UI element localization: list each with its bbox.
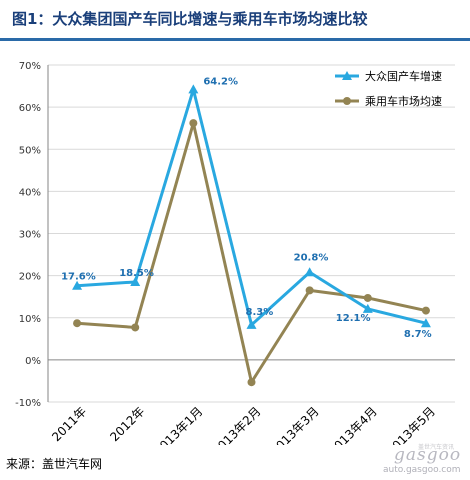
circle-marker <box>131 323 140 332</box>
triangle-marker <box>420 318 431 328</box>
y-tick-label: 60% <box>19 103 41 114</box>
data-label: 17.6% <box>61 272 96 283</box>
series-lines <box>72 84 431 387</box>
data-label: 8.3% <box>246 307 274 318</box>
legend-label: 乘用车市场均速 <box>365 94 442 108</box>
y-tick-label: 0% <box>25 356 41 367</box>
y-tick-label: 10% <box>19 314 41 325</box>
triangle-marker <box>362 303 373 313</box>
legend-label: 大众国产车增速 <box>365 69 442 83</box>
data-labels: 17.6% 18.5% 64.2% 8.3% 20.8% 12.1% 8.7% <box>61 76 432 340</box>
data-label: 20.8% <box>294 252 329 263</box>
y-tick-label: -10% <box>15 398 41 409</box>
circle-marker <box>305 286 314 295</box>
x-tick-label: 2013年2月 <box>210 404 264 445</box>
watermark-url: auto.gasgoo.com <box>383 465 461 475</box>
series-vw-growth-line <box>76 87 427 327</box>
x-tick-label: 2013年4月 <box>326 404 380 445</box>
triangle-marker <box>304 267 315 277</box>
title-bar: 图1：大众集团国产车同比增速与乘用车市场均速比较 <box>0 0 470 41</box>
circle-marker <box>421 306 430 315</box>
triangle-marker <box>246 319 257 329</box>
series-market-avg-line <box>76 121 427 384</box>
y-axis-ticks: -10% 0% 10% 20% 30% 40% 50% 60% 70% <box>15 61 41 409</box>
triangle-marker <box>188 84 199 94</box>
y-tick-label: 70% <box>19 61 41 72</box>
legend-triangle-marker <box>342 71 352 80</box>
chart-title: 图1：大众集团国产车同比增速与乘用车市场均速比较 <box>12 10 368 28</box>
source-note: 来源：盖世汽车网 <box>6 457 103 471</box>
data-label: 8.7% <box>404 329 432 340</box>
circle-marker <box>189 119 198 128</box>
data-label: 64.2% <box>203 76 238 87</box>
y-tick-label: 20% <box>19 272 41 283</box>
y-tick-label: 40% <box>19 187 41 198</box>
circle-marker <box>73 319 82 328</box>
y-tick-label: 50% <box>19 145 41 156</box>
legend-circle-marker <box>343 97 351 105</box>
triangle-marker <box>130 276 141 286</box>
y-tick-label: 30% <box>19 230 41 241</box>
watermark-cn: 盖世汽车资讯 <box>418 444 455 451</box>
triangle-marker <box>72 280 83 290</box>
watermark: 盖世汽车资讯 gasgoo auto.gasgoo.com <box>380 444 465 475</box>
x-tick-label: 2012年 <box>107 404 147 444</box>
grid-lines <box>47 64 455 403</box>
line-chart: -10%0%10%20%30%40%50%60%70% 2011年 2012年 20… <box>15 61 455 445</box>
x-tick-label: 2011年 <box>49 404 89 444</box>
x-tick-label: 2013年1月 <box>152 404 206 445</box>
x-tick-label: 2013年5月 <box>384 404 438 445</box>
circle-marker <box>363 293 372 302</box>
watermark-logo: gasgoo <box>394 445 462 465</box>
data-label: 18.5% <box>119 268 154 279</box>
x-tick-label: 2013年3月 <box>268 404 322 445</box>
circle-marker <box>247 378 256 387</box>
x-axis-ticks: 2011年 2012年 2013年1月 2013年2月 2013年3月 2013年4月 20… <box>49 404 438 445</box>
data-label: 12.1% <box>336 313 371 324</box>
